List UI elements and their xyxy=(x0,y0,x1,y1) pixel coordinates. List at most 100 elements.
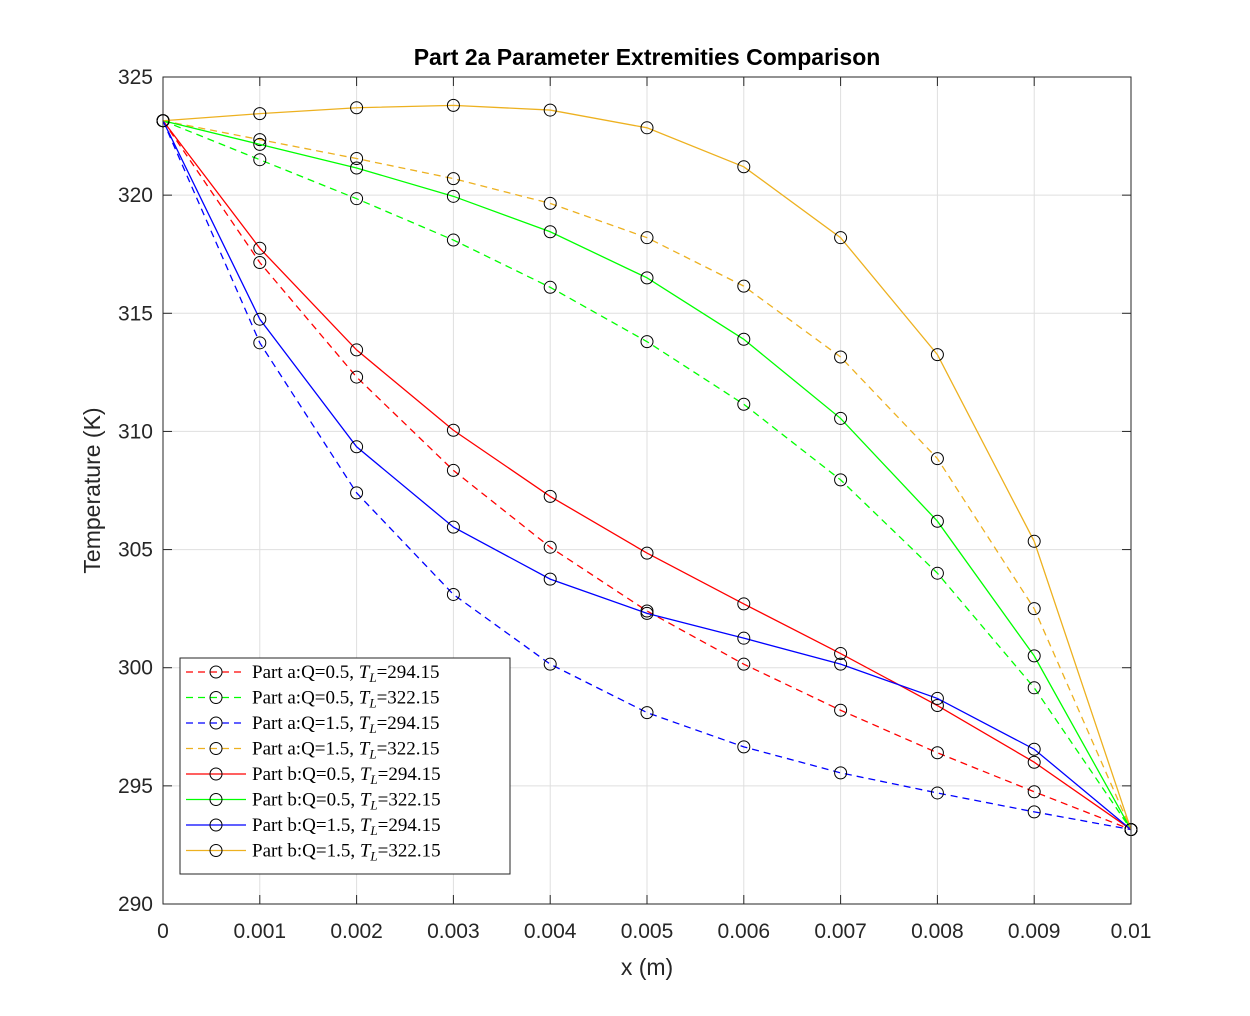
legend-label-subscript: L xyxy=(368,696,376,711)
legend-marker xyxy=(209,767,223,781)
legend-marker xyxy=(209,691,223,704)
y-tick-label: 300 xyxy=(118,657,153,680)
data-point xyxy=(737,631,751,645)
data-point xyxy=(930,691,944,705)
legend-label-suffix: =322.15 xyxy=(377,688,440,709)
legend-label: Part a:Q=0.5, TL=322.15 xyxy=(252,688,440,711)
data-point xyxy=(350,486,364,500)
legend-label-suffix: =294.15 xyxy=(378,764,441,785)
data-point xyxy=(737,740,751,754)
y-tick-label: 290 xyxy=(118,893,153,916)
legend-item: Part b:Q=0.5, TL=322.15 xyxy=(186,790,441,813)
y-tick-label: 310 xyxy=(118,420,153,443)
data-point xyxy=(834,231,848,245)
data-point xyxy=(1027,805,1041,819)
legend-label-prefix: Part b:Q=0.5, xyxy=(252,790,360,811)
data-point xyxy=(543,225,557,239)
data-point xyxy=(930,746,944,760)
legend-label-suffix: =294.15 xyxy=(377,713,440,734)
data-point xyxy=(253,336,267,350)
chart-title: Part 2a Parameter Extremities Comparison xyxy=(414,44,881,70)
legend-label-subscript: L xyxy=(368,747,376,762)
data-point xyxy=(640,706,654,720)
series-line xyxy=(162,120,1132,831)
x-tick-label: 0.009 xyxy=(1008,920,1061,943)
data-point xyxy=(834,411,848,425)
data-point xyxy=(930,348,944,362)
legend-label-prefix: Part b:Q=1.5, xyxy=(252,815,360,836)
legend-marker xyxy=(209,742,223,755)
legend-marker xyxy=(209,716,223,730)
legend-label-symbol: T xyxy=(360,815,372,836)
data-point xyxy=(253,137,267,151)
data-point xyxy=(446,172,460,186)
legend-label: Part a:Q=1.5, TL=322.15 xyxy=(252,739,440,762)
legend-label-subscript: L xyxy=(369,823,377,838)
legend-label-symbol: T xyxy=(359,739,371,760)
series-line xyxy=(162,104,1132,830)
legend-label-subscript: L xyxy=(369,849,377,864)
data-point xyxy=(930,514,944,528)
x-tick-label: 0.004 xyxy=(524,920,577,943)
data-point xyxy=(350,152,364,166)
series-line xyxy=(162,120,1132,830)
legend-label-symbol: T xyxy=(359,662,371,683)
series-6 xyxy=(156,114,1138,837)
data-point xyxy=(640,231,654,245)
legend-item: Part a:Q=0.5, TL=294.15 xyxy=(186,662,440,685)
legend-label: Part b:Q=1.5, TL=322.15 xyxy=(252,841,441,864)
data-point xyxy=(253,153,267,167)
data-point xyxy=(543,657,557,671)
data-point xyxy=(737,160,751,174)
data-point xyxy=(1027,755,1041,769)
data-point xyxy=(640,546,654,560)
data-point xyxy=(737,597,751,611)
data-point xyxy=(834,703,848,717)
y-tick-label: 320 xyxy=(118,184,153,207)
data-point xyxy=(446,98,460,112)
data-point xyxy=(543,196,557,210)
legend-label-subscript: L xyxy=(369,798,377,813)
series-8 xyxy=(156,98,1138,837)
legend-label-symbol: T xyxy=(360,764,372,785)
x-tick-label: 0.006 xyxy=(718,920,771,943)
legend-label-prefix: Part a:Q=1.5, xyxy=(252,739,359,760)
legend-label-subscript: L xyxy=(368,670,376,685)
x-axis-label: x (m) xyxy=(621,954,673,980)
legend-item: Part b:Q=1.5, TL=322.15 xyxy=(186,841,441,864)
legend-box xyxy=(179,657,511,875)
data-point xyxy=(253,241,267,255)
data-point xyxy=(350,440,364,454)
y-tick-label: 315 xyxy=(118,302,153,325)
legend-label-prefix: Part a:Q=0.5, xyxy=(252,688,359,709)
data-point xyxy=(543,540,557,554)
y-axis-label: Temperature (K) xyxy=(79,407,105,573)
data-point xyxy=(640,606,654,620)
data-point xyxy=(737,332,751,346)
x-tick-label: 0 xyxy=(157,920,169,943)
legend-label-symbol: T xyxy=(360,790,372,811)
data-point xyxy=(930,452,944,466)
legend-marker xyxy=(209,665,223,679)
data-point xyxy=(543,572,557,586)
data-point xyxy=(253,107,267,121)
series-3 xyxy=(156,114,1138,837)
data-point xyxy=(446,189,460,203)
x-tick-label: 0.003 xyxy=(427,920,480,943)
data-point xyxy=(543,489,557,503)
data-point xyxy=(640,121,654,135)
series-line xyxy=(162,120,1132,831)
series-line xyxy=(162,120,1132,830)
legend-label: Part b:Q=0.5, TL=294.15 xyxy=(252,764,441,787)
data-point xyxy=(446,463,460,477)
legend-marker xyxy=(209,793,223,806)
data-point xyxy=(543,280,557,294)
x-tick-label: 0.005 xyxy=(621,920,674,943)
data-point xyxy=(446,423,460,437)
y-tick-label: 325 xyxy=(118,66,153,89)
legend-item: Part a:Q=1.5, TL=294.15 xyxy=(186,713,440,736)
data-point xyxy=(253,312,267,326)
legend-label-subscript: L xyxy=(369,772,377,787)
